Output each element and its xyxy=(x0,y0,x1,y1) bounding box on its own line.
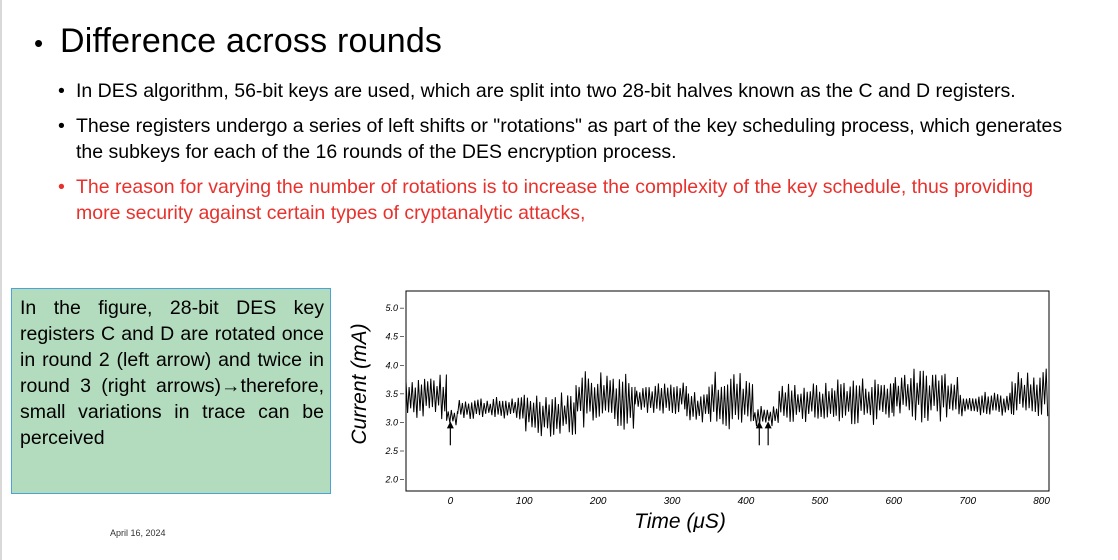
y-tick-label: 4.5 xyxy=(385,332,399,342)
arrow-head xyxy=(446,421,454,429)
power-trace-chart: Current (mA) 2.0 2.5 3.0 3.5 4.0 4.5 5.0 0 100 2… xyxy=(348,290,1051,533)
bullet-dot: • xyxy=(58,176,65,198)
title-bullet-dot: • xyxy=(34,28,44,58)
y-tick-label: 2.5 xyxy=(384,446,399,456)
x-tick-label: 200 xyxy=(589,496,607,507)
bullet-text: The reason for varying the number of rot… xyxy=(76,176,1034,224)
x-tick-label: 500 xyxy=(812,496,829,507)
x-axis-label: Time (μS) xyxy=(634,510,726,533)
bullet-text: These registers undergo a series of left… xyxy=(76,115,1063,163)
figure-note-box: In the figure, 28-bit DES key registers … xyxy=(11,288,331,494)
y-tick-labels: 2.0 2.5 3.0 3.5 4.0 4.5 5.0 xyxy=(384,303,404,485)
y-tick-label: 2.0 xyxy=(384,475,398,485)
arrow-head xyxy=(755,421,763,429)
x-tick-labels: 0 100 200 300 400 500 600 700 800 xyxy=(448,496,1051,507)
x-tick-label: 100 xyxy=(516,496,533,507)
arrow-head xyxy=(764,421,772,429)
rotation-arrows xyxy=(446,421,772,446)
bullet-list: • In DES algorithm, 56-bit keys are used… xyxy=(58,78,1078,235)
y-tick-label: 3.5 xyxy=(385,389,399,399)
y-tick-label: 3.0 xyxy=(385,417,398,427)
bullet-dot: • xyxy=(58,80,65,102)
y-axis-label: Current (mA) xyxy=(348,323,371,444)
slide-title: Difference across rounds xyxy=(60,22,443,60)
slide-title-row: • Difference across rounds xyxy=(34,22,442,61)
x-tick-label: 300 xyxy=(664,496,681,507)
bullet-text: In DES algorithm, 56-bit keys are used, … xyxy=(76,80,1016,102)
x-tick-label: 400 xyxy=(738,496,755,507)
slide-date: April 16, 2024 xyxy=(110,528,166,538)
y-tick-label: 4.0 xyxy=(385,360,398,370)
x-tick-label: 800 xyxy=(1033,496,1050,507)
slide-edge xyxy=(0,0,2,560)
bullet-dot: • xyxy=(58,115,65,137)
bullet-item-highlight: • The reason for varying the number of r… xyxy=(58,174,1078,226)
x-tick-label: 700 xyxy=(959,496,976,507)
y-tick-label: 5.0 xyxy=(385,303,398,313)
bullet-item: • These registers undergo a series of le… xyxy=(58,113,1078,165)
figure-note-text: In the figure, 28-bit DES key registers … xyxy=(20,297,324,449)
x-tick-label: 600 xyxy=(885,496,902,507)
bullet-item: • In DES algorithm, 56-bit keys are used… xyxy=(58,78,1078,104)
current-trace-line xyxy=(405,368,1049,437)
x-tick-label: 0 xyxy=(448,496,454,507)
